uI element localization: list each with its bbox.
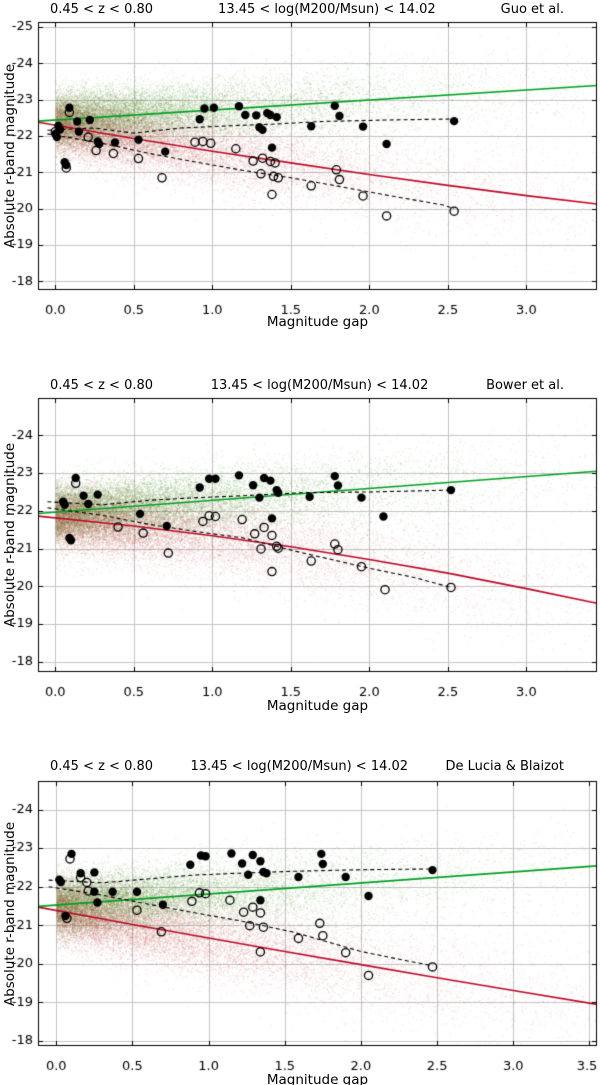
title-mass-range: 13.45 < log(M200/Msun) < 14.02 [210, 378, 429, 393]
title-model: De Lucia & Blaizot [445, 759, 564, 774]
y-axis-label: Absolute r-band magnitude [2, 442, 18, 628]
x-axis-label: Magnitude gap [266, 698, 369, 714]
scatter-plot-canvas-bower [0, 350, 600, 715]
panel-de-lucia-blaizot: 0.45 < z < 0.80 13.45 < log(M200/Msun) <… [0, 715, 600, 1085]
scatter-plot-canvas-delucia [0, 715, 600, 1085]
panel-title: 0.45 < z < 0.80 13.45 < log(M200/Msun) <… [50, 2, 564, 17]
title-mass-range: 13.45 < log(M200/Msun) < 14.02 [218, 2, 436, 17]
title-z-range: 0.45 < z < 0.80 [50, 759, 154, 774]
panel-title: 0.45 < z < 0.80 13.45 < log(M200/Msun) <… [50, 378, 564, 393]
x-axis-label: Magnitude gap [266, 1072, 369, 1085]
panel-bower-et-al: 0.45 < z < 0.80 13.45 < log(M200/Msun) <… [0, 350, 600, 715]
panel-guo-et-al: 0.45 < z < 0.80 13.45 < log(M200/Msun) <… [0, 0, 600, 350]
title-mass-range: 13.45 < log(M200/Msun) < 14.02 [190, 759, 409, 774]
title-model: Guo et al. [500, 2, 564, 17]
y-axis-label: Absolute r-band magnitude [2, 821, 18, 1007]
title-model: Bower et al. [486, 378, 564, 393]
y-axis-label: Absolute r-band magnitude [2, 63, 18, 249]
x-axis-label: Magnitude gap [266, 314, 369, 330]
panel-title: 0.45 < z < 0.80 13.45 < log(M200/Msun) <… [50, 759, 564, 774]
title-z-range: 0.45 < z < 0.80 [50, 378, 154, 393]
scatter-plot-canvas-guo [0, 0, 600, 350]
title-z-range: 0.45 < z < 0.80 [50, 2, 154, 17]
